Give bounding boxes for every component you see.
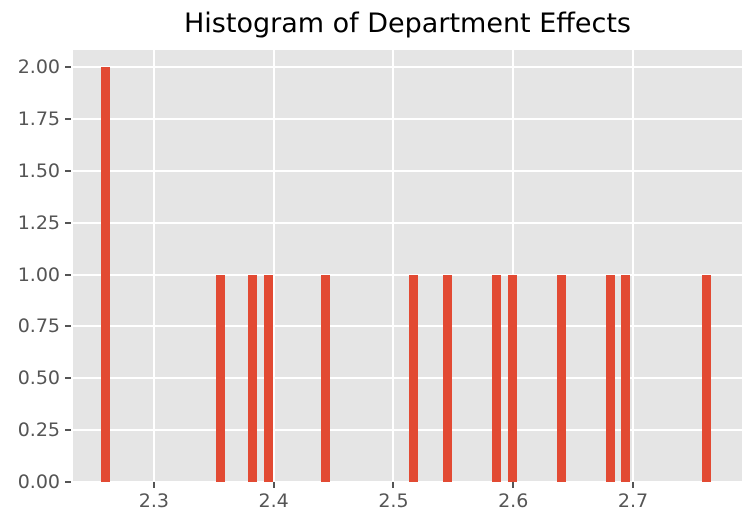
histogram-bar (264, 274, 274, 482)
y-tick-label: 0.75 (17, 315, 60, 338)
y-tick-label: 1.50 (17, 159, 60, 182)
y-tick-mark (65, 429, 71, 432)
histogram-bar (442, 274, 452, 482)
y-tick-mark (65, 66, 71, 68)
gridline-horizontal (73, 221, 742, 224)
x-tick-label: 2.4 (258, 490, 289, 512)
x-tick-mark (512, 482, 515, 488)
plot-area (73, 50, 742, 482)
x-tick-mark (272, 482, 275, 488)
y-tick-mark (65, 481, 71, 483)
histogram-bar (247, 274, 257, 482)
histogram-bar (101, 67, 111, 482)
gridline-vertical (152, 50, 155, 482)
y-tick-label: 0.25 (17, 419, 60, 442)
gridline-horizontal (73, 481, 742, 482)
y-tick-label: 2.00 (17, 56, 60, 78)
gridline-horizontal (73, 273, 742, 276)
y-tick-label: 0.00 (17, 471, 60, 493)
gridline-horizontal (73, 429, 742, 432)
histogram-bar (701, 274, 711, 482)
x-tick-label: 2.5 (378, 490, 409, 512)
y-tick-mark (65, 117, 71, 120)
gridline-vertical (631, 50, 634, 482)
gridline-horizontal (73, 117, 742, 120)
x-tick-mark (152, 482, 155, 488)
gridline-vertical (272, 50, 275, 482)
y-tick-label: 0.50 (17, 367, 60, 390)
gridline-horizontal (73, 325, 742, 328)
y-tick-mark (65, 273, 71, 276)
y-tick-mark (65, 221, 71, 224)
y-tick-label: 1.75 (17, 107, 60, 130)
y-tick-mark (65, 169, 71, 172)
x-tick-label: 2.6 (498, 490, 529, 512)
histogram-bar (491, 274, 501, 482)
y-tick-mark (65, 325, 71, 328)
histogram-bar (507, 274, 517, 482)
gridline-vertical (392, 50, 395, 482)
histogram-bar (621, 274, 631, 482)
x-tick-label: 2.7 (617, 490, 649, 512)
y-tick-label: 1.00 (17, 263, 60, 286)
x-tick-mark (392, 482, 395, 488)
histogram-bar (216, 274, 226, 482)
y-tick-mark (65, 377, 71, 380)
histogram-bar (409, 274, 419, 482)
histogram-bar (556, 274, 566, 482)
x-tick-mark (631, 482, 634, 488)
chart-title: Histogram of Department Effects (184, 8, 631, 39)
histogram-bar (605, 274, 615, 482)
gridline-horizontal (73, 169, 742, 172)
gridline-vertical (512, 50, 515, 482)
y-tick-label: 1.25 (17, 211, 60, 234)
gridline-horizontal (73, 66, 742, 68)
histogram-bar (320, 274, 330, 482)
gridline-horizontal (73, 377, 742, 380)
x-tick-label: 2.3 (138, 490, 169, 512)
